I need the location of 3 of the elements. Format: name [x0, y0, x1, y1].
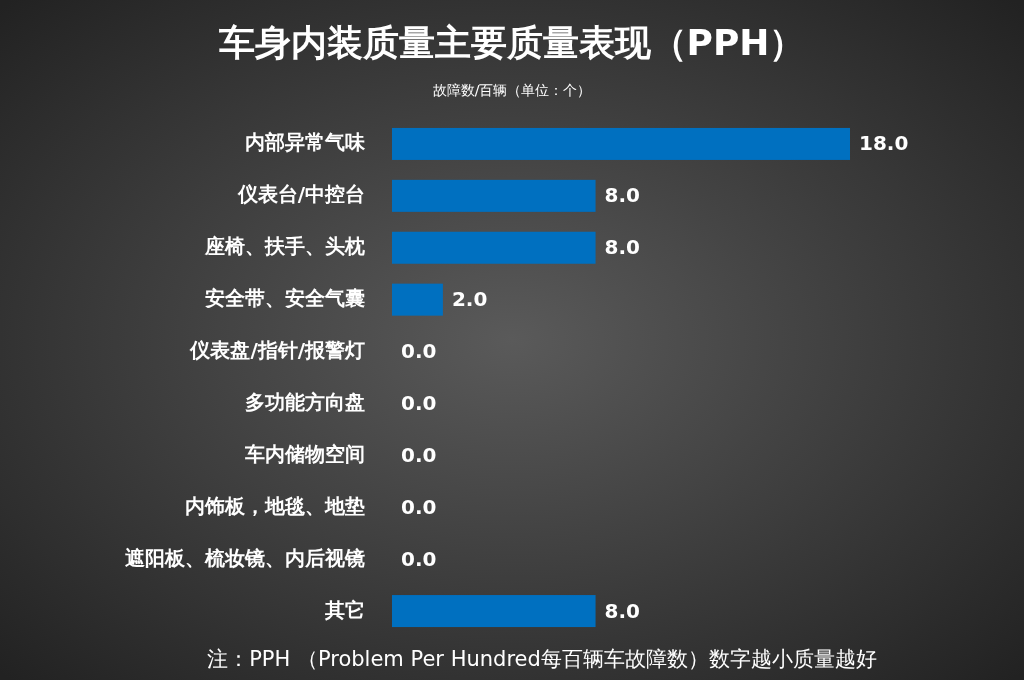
title: 车身内装质量主要质量表现（PPH）: [218, 22, 806, 63]
subtitle: 故障数/百辆（单位：个）: [432, 82, 592, 98]
annotation: 注：PPH （Problem Per Hundred每百辆车故障数）数字越小质量越好: [207, 647, 877, 671]
